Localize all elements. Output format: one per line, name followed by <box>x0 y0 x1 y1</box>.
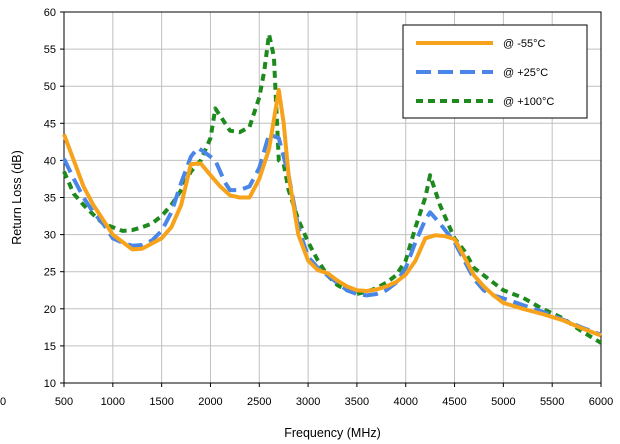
x-tick-label: 5000 <box>491 396 515 408</box>
x-tick-label: 4500 <box>442 396 466 408</box>
x-tick-label: 5500 <box>540 396 564 408</box>
y-tick-label: 60 <box>44 7 56 19</box>
x-axis-ticks: 500 1000 1500 2000 2500 3000 3500 4000 4500 5000 5… <box>55 383 613 408</box>
x-axis-title: Frequency (MHz) <box>284 426 381 440</box>
y-tick-label: 45 <box>44 118 56 130</box>
legend-label-3: @ +100°C <box>503 96 554 108</box>
x-tick-label: 2000 <box>198 396 222 408</box>
y-axis-title: Return Loss (dB) <box>10 150 24 244</box>
x-tick-label: 3500 <box>345 396 369 408</box>
legend: @ -55°C @ +25°C @ +100°C <box>402 24 588 119</box>
series-line-1 <box>62 87 602 338</box>
y-tick-label: 10 <box>44 378 56 390</box>
y-tick-label: 15 <box>44 341 56 353</box>
y-axis-ticks: 10 15 20 25 30 35 40 45 50 55 60 <box>44 7 64 390</box>
x-tick-label: 2500 <box>247 396 271 408</box>
x-tick-label: 4000 <box>393 396 417 408</box>
y-tick-label: 30 <box>44 230 56 242</box>
series-layer <box>62 32 603 345</box>
x-tick-label: 6000 <box>589 396 613 408</box>
x-tick-label: 3000 <box>296 396 320 408</box>
legend-label-2: @ +25°C <box>503 67 548 79</box>
legend-label-1: @ -55°C <box>503 38 546 50</box>
y-tick-label: 20 <box>44 304 56 316</box>
series-line-3 <box>62 32 603 345</box>
y-tick-label: 55 <box>44 44 56 56</box>
x-tick-label: 1000 <box>101 396 125 408</box>
x-tick-label: 1500 <box>149 396 173 408</box>
y-tick-label: 35 <box>44 193 56 205</box>
x-tick-label: 500 <box>55 396 73 408</box>
y-tick-label: 50 <box>44 81 56 93</box>
stray-tick-label: 0 <box>0 396 6 408</box>
y-tick-label: 25 <box>44 267 56 279</box>
y-tick-label: 40 <box>44 155 56 167</box>
